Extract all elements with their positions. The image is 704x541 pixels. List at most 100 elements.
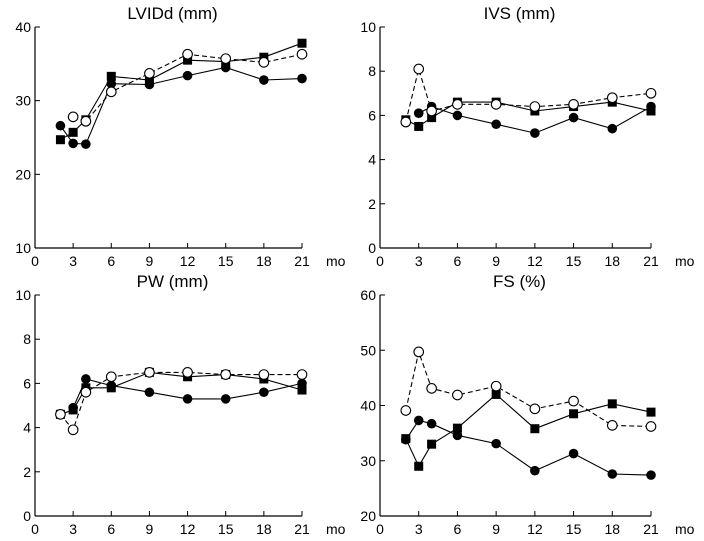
point-filled-circle <box>297 73 307 84</box>
chart-title: FS (%) <box>493 272 546 291</box>
y-tick-label: 10 <box>15 287 31 303</box>
point-filled-circle <box>607 123 618 134</box>
point-filled-square <box>452 423 462 433</box>
point-open-circle <box>400 116 412 128</box>
x-tick-label: 15 <box>218 521 234 537</box>
point-filled-circle <box>55 120 66 131</box>
x-tick-label: 3 <box>69 253 77 269</box>
point-filled-circle <box>81 139 91 149</box>
point-filled-circle <box>646 470 656 480</box>
point-filled-circle <box>182 394 193 404</box>
point-open-circle <box>413 63 425 75</box>
point-filled-circle <box>68 402 78 413</box>
y-tick-label: 40 <box>15 19 31 35</box>
x-unit-label: mo <box>675 253 695 269</box>
point-filled-circle <box>220 62 231 73</box>
point-open-circle <box>220 53 232 65</box>
y-tick-label: 60 <box>360 287 376 303</box>
point-filled-circle <box>530 465 540 476</box>
x-tick-label: 15 <box>566 521 582 537</box>
point-open-circle <box>645 421 657 432</box>
x-tick-label: 6 <box>454 253 462 269</box>
point-filled-circle <box>568 112 579 123</box>
point-filled-square <box>106 71 116 81</box>
point-open-circle <box>182 367 193 378</box>
y-tick-label: 30 <box>15 93 31 109</box>
point-open-circle <box>144 68 155 79</box>
x-tick-label: 9 <box>146 521 154 537</box>
x-tick-label: 3 <box>415 521 423 537</box>
y-tick-label: 20 <box>15 166 31 182</box>
chart-title: LVIDd (mm) <box>127 4 217 23</box>
x-tick-label: 0 <box>31 253 39 269</box>
y-tick-label: 2 <box>368 196 376 212</box>
point-open-circle <box>568 395 579 407</box>
point-filled-square <box>414 121 424 131</box>
point-filled-circle <box>297 378 307 389</box>
point-open-circle <box>606 420 618 431</box>
point-open-circle <box>529 403 541 415</box>
x-unit-label: mo <box>675 521 695 537</box>
point-filled-circle <box>81 374 91 384</box>
series-line-open-circle <box>405 349 652 428</box>
x-tick-label: 0 <box>31 521 39 537</box>
point-filled-square <box>414 461 424 471</box>
series-line-open-circle <box>59 371 302 431</box>
chart-title: IVS (mm) <box>484 4 556 23</box>
point-filled-square <box>183 55 193 65</box>
point-filled-square <box>646 407 656 417</box>
x-tick-label: 6 <box>454 521 462 537</box>
x-tick-label: 18 <box>256 253 272 269</box>
point-open-circle <box>105 371 117 383</box>
x-tick-label: 3 <box>69 521 77 537</box>
point-filled-circle <box>452 430 463 441</box>
point-open-circle <box>296 48 308 60</box>
point-filled-circle <box>259 75 269 85</box>
point-filled-square <box>297 38 307 48</box>
point-open-circle <box>529 101 541 112</box>
point-open-circle <box>426 383 437 394</box>
x-tick-label: 12 <box>527 253 543 269</box>
point-open-circle <box>426 105 437 117</box>
point-open-circle <box>490 380 502 392</box>
x-unit-label: mo <box>326 253 346 269</box>
chart-pw-mm: 0 2 4 6 8 10 0 3 6 9 12 15 18 21 mo PW (mm) <box>15 272 345 537</box>
point-filled-square <box>297 385 307 395</box>
point-open-circle <box>413 346 425 358</box>
x-tick-label: 21 <box>294 521 310 537</box>
point-open-circle <box>258 369 270 380</box>
point-filled-square <box>427 439 437 449</box>
y-tick-label: 40 <box>360 398 376 414</box>
point-open-circle <box>645 87 657 99</box>
x-tick-label: 3 <box>415 253 423 269</box>
point-filled-circle <box>144 387 155 398</box>
point-open-circle <box>55 408 66 420</box>
x-tick-label: 21 <box>643 253 659 269</box>
point-open-circle <box>144 367 155 378</box>
x-tick-label: 15 <box>218 253 234 269</box>
y-tick-label: 2 <box>23 464 31 480</box>
x-tick-label: 9 <box>492 521 500 537</box>
point-open-circle <box>296 369 308 380</box>
chart-fs: 20 30 40 50 60 0 3 6 9 12 15 18 21 mo FS (%) <box>360 272 694 537</box>
y-tick-label: 10 <box>360 19 376 35</box>
chart-ivs-mm: 0 2 4 6 8 10 0 3 6 9 12 15 18 21 mo IVS (mm) <box>360 4 694 269</box>
y-tick-label: 8 <box>23 331 31 347</box>
y-tick-label: 50 <box>360 342 376 358</box>
point-filled-circle <box>106 78 117 89</box>
point-filled-square <box>569 409 579 419</box>
x-tick-label: 6 <box>107 521 115 537</box>
y-tick-label: 4 <box>23 420 31 436</box>
point-filled-square <box>607 399 617 409</box>
point-filled-circle <box>491 438 501 449</box>
point-filled-circle <box>413 108 424 118</box>
point-filled-square <box>427 113 437 123</box>
y-tick-label: 0 <box>368 240 376 256</box>
chart-lvidd-mm: 10 20 30 40 0 3 6 9 12 15 18 21 mo LVIDd (mm) <box>15 4 345 269</box>
point-open-circle <box>220 369 232 380</box>
x-tick-label: 18 <box>256 521 272 537</box>
y-tick-label: 6 <box>368 107 376 123</box>
point-filled-square <box>491 389 501 399</box>
point-open-circle <box>606 92 618 104</box>
